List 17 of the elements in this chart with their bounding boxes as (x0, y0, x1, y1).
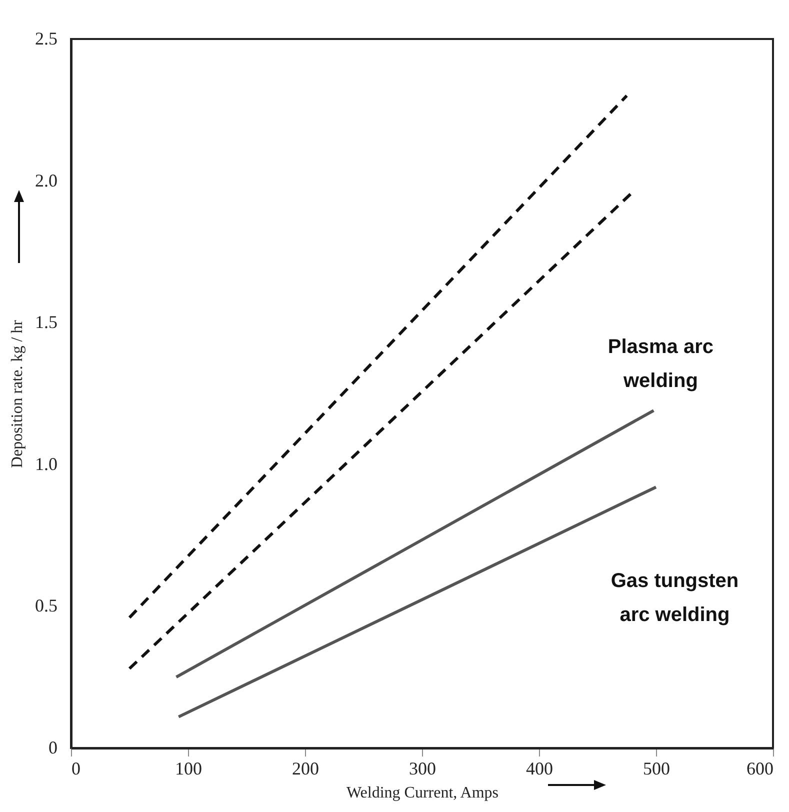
y-tick-label: 2.5 (35, 28, 58, 48)
y-axis-title: Deposition rate. kg / hr (9, 319, 26, 468)
x-tick-label: 100 (175, 758, 202, 778)
y-tick-label: 0.5 (35, 596, 58, 616)
y-tick-label: 1.0 (35, 454, 58, 474)
annotation: Plasma arc welding (608, 336, 714, 392)
y-tick-label: 1.5 (35, 312, 58, 332)
x-tick-label: 300 (409, 758, 436, 778)
x-tick-label: 400 (526, 758, 553, 778)
annotation: Gas tungsten arc welding (610, 570, 739, 626)
x-tick-label: 0 (72, 758, 80, 778)
x-tick-label: 600 (746, 758, 774, 778)
x-axis-title: Welding Current, Amps (346, 784, 499, 802)
y-tick-label: 2.0 (35, 170, 58, 190)
x-tick-label: 200 (292, 758, 319, 778)
x-tick-label: 500 (643, 758, 670, 778)
y-tick-label: 0 (48, 738, 58, 758)
